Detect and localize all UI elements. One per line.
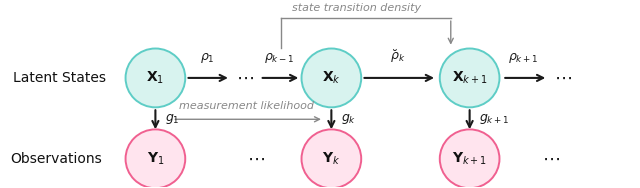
Ellipse shape bbox=[301, 129, 361, 188]
Text: $\rho_{k-1}$: $\rho_{k-1}$ bbox=[264, 51, 294, 65]
Text: $g_1$: $g_1$ bbox=[165, 112, 179, 126]
Text: $\cdots$: $\cdots$ bbox=[236, 69, 253, 87]
Text: $\cdots$: $\cdots$ bbox=[542, 150, 560, 168]
Text: $\rho_1$: $\rho_1$ bbox=[200, 51, 214, 65]
Text: $\mathbf{Y}_k$: $\mathbf{Y}_k$ bbox=[322, 151, 340, 167]
Ellipse shape bbox=[125, 129, 185, 188]
Text: $\mathbf{Y}_1$: $\mathbf{Y}_1$ bbox=[147, 151, 164, 167]
Ellipse shape bbox=[301, 49, 361, 107]
Ellipse shape bbox=[125, 49, 185, 107]
Text: $\mathbf{X}_{k+1}$: $\mathbf{X}_{k+1}$ bbox=[452, 70, 488, 86]
Ellipse shape bbox=[440, 129, 499, 188]
Text: Observations: Observations bbox=[10, 152, 102, 166]
Text: $\mathbf{Y}_{k+1}$: $\mathbf{Y}_{k+1}$ bbox=[452, 151, 487, 167]
Text: $\breve{\rho}_k$: $\breve{\rho}_k$ bbox=[390, 48, 405, 65]
Text: $g_k$: $g_k$ bbox=[340, 112, 356, 126]
Text: $\cdots$: $\cdots$ bbox=[247, 150, 265, 168]
Text: $g_{k+1}$: $g_{k+1}$ bbox=[479, 112, 509, 126]
Text: $\mathbf{X}_1$: $\mathbf{X}_1$ bbox=[147, 70, 164, 86]
Text: state transition density: state transition density bbox=[292, 3, 421, 13]
Text: $\mathbf{X}_k$: $\mathbf{X}_k$ bbox=[322, 70, 340, 86]
Text: $\cdots$: $\cdots$ bbox=[554, 69, 572, 87]
Text: measurement likelihood: measurement likelihood bbox=[179, 101, 314, 111]
Ellipse shape bbox=[440, 49, 499, 107]
Text: Latent States: Latent States bbox=[13, 71, 106, 85]
Text: $\rho_{k+1}$: $\rho_{k+1}$ bbox=[508, 51, 539, 65]
